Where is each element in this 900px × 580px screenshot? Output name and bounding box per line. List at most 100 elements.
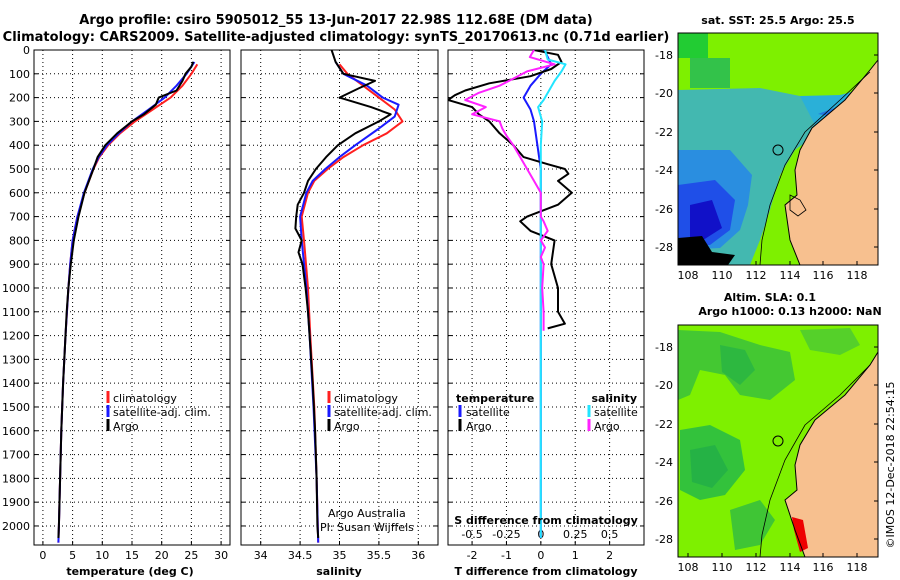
salinity-xtick-label: 34 xyxy=(254,549,268,562)
s-diff-xlabel: S difference from climatology xyxy=(454,514,638,527)
depth-tick-label: 1000 xyxy=(2,282,30,295)
temperature-panel: 0 5 10 15 20 25 30 temperature (deg C) xyxy=(33,49,231,578)
sst-argo-location-marker xyxy=(772,144,784,156)
sst-lat-label: -18 xyxy=(655,49,673,62)
legend-label-satellite: satellite-adj. clim. xyxy=(334,406,432,419)
salinity-panel: 34 34.5 35 35.5 36 salinity Argo Australia P… xyxy=(240,49,439,578)
sst-map-title: sat. SST: 25.5 Argo: 25.5 xyxy=(701,14,854,27)
s-diff-series-salinity-argo xyxy=(464,50,556,331)
legend-label-argo: Argo xyxy=(334,420,360,433)
salinity-series-argo xyxy=(294,50,392,538)
s-diff-tick-label: -0.25 xyxy=(492,528,520,541)
sst-map-field xyxy=(678,33,878,265)
depth-tick-label: 300 xyxy=(9,115,30,128)
sst-lat-label: -26 xyxy=(655,203,673,216)
s-diff-tick-label: -0.5 xyxy=(461,528,482,541)
legend-label-argo: Argo xyxy=(113,420,139,433)
salinity-xlabel: salinity xyxy=(316,565,362,578)
sla-lat-label: -20 xyxy=(655,379,673,392)
sla-red-patch xyxy=(792,517,808,552)
sla-lon-label: 116 xyxy=(813,561,834,574)
legend-label-climatology: climatology xyxy=(334,392,398,405)
legend-label-climatology: climatology xyxy=(113,392,177,405)
t-diff-series-temperature-argo xyxy=(448,50,573,330)
sla-lat-label: -24 xyxy=(655,456,673,469)
legend-label-t-satellite: satellite xyxy=(466,406,510,419)
salinity-xtick-label: 34.5 xyxy=(288,549,313,562)
temperature-xtick-label: 0 xyxy=(39,549,46,562)
s-diff-series-salinity-satellite xyxy=(537,50,567,538)
temperature-xlabel: temperature (deg C) xyxy=(66,565,193,578)
temperature-xtick-label: 5 xyxy=(69,549,76,562)
sst-lon-label: 116 xyxy=(813,269,834,282)
figure-title-line1: Argo profile: csiro 5905012_55 13-Jun-20… xyxy=(79,13,592,28)
sla-lon-label: 108 xyxy=(678,561,699,574)
legend-label-t-argo: Argo xyxy=(466,420,492,433)
temperature-xtick-label: 10 xyxy=(95,549,109,562)
depth-tick-label: 1700 xyxy=(2,449,30,462)
depth-tick-label: 1500 xyxy=(2,401,30,414)
t-diff-xtick-label: 2 xyxy=(606,549,613,562)
temperature-xtick-label: 20 xyxy=(155,549,169,562)
sst-lat-label: -28 xyxy=(655,241,673,254)
legend-title-salinity: salinity xyxy=(591,392,637,405)
sst-lon-label: 110 xyxy=(712,269,733,282)
difference-panel-frame xyxy=(447,49,645,546)
temperature-xtick-label: 30 xyxy=(214,549,228,562)
s-diff-tick-label: 0.25 xyxy=(563,528,588,541)
t-diff-xtick-label: 0 xyxy=(537,549,544,562)
sla-map: Altim. SLA: 0.1 Argo h1000: 0.13 h2000: … xyxy=(655,291,882,574)
depth-tick-label: 400 xyxy=(9,139,30,152)
depth-tick-label: 1800 xyxy=(2,472,30,485)
legend-label-s-argo: Argo xyxy=(594,420,620,433)
sla-lon-label: 114 xyxy=(780,561,801,574)
salinity-xtick-label: 35.5 xyxy=(367,549,392,562)
sla-lat-label: -22 xyxy=(655,418,673,431)
t-diff-xtick-label: -2 xyxy=(467,549,478,562)
sst-land xyxy=(785,33,878,265)
sla-lat-label: -26 xyxy=(655,495,673,508)
t-diff-xlabel: T difference from climatology xyxy=(454,565,637,578)
legend-label-s-satellite: satellite xyxy=(594,406,638,419)
salinity-legend: climatology satellite-adj. clim. Argo xyxy=(327,391,432,433)
sst-lat-label: -24 xyxy=(655,164,673,177)
depth-tick-label: 1100 xyxy=(2,306,30,319)
sla-map-title-line2: Argo h1000: 0.13 h2000: NaN xyxy=(698,305,881,318)
depth-tick-label: 700 xyxy=(9,211,30,224)
sla-lon-label: 118 xyxy=(847,561,868,574)
sst-lon-label: 112 xyxy=(746,269,767,282)
depth-tick-label: 0 xyxy=(23,44,30,57)
t-diff-xtick-label: -1 xyxy=(501,549,512,562)
salinity-annotation-line1: Argo Australia xyxy=(328,507,406,520)
salinity-xtick-label: 35 xyxy=(333,549,347,562)
sla-land xyxy=(785,325,878,557)
depth-tick-label: 200 xyxy=(9,92,30,105)
sst-lon-label: 118 xyxy=(847,269,868,282)
legend-label-satellite: satellite-adj. clim. xyxy=(113,406,211,419)
sla-lon-label: 110 xyxy=(712,561,733,574)
depth-tick-label: 1300 xyxy=(2,353,30,366)
depth-tick-label: 1400 xyxy=(2,377,30,390)
sst-lat-label: -22 xyxy=(655,126,673,139)
temperature-series-argo xyxy=(57,61,195,538)
figure-title-line2: Climatology: CARS2009. Satellite-adjuste… xyxy=(3,30,670,45)
sla-map-field xyxy=(678,325,878,557)
depth-tick-label: 1600 xyxy=(2,425,30,438)
difference-panel: -2 -1 0 1 2-0.5 -0.25 0 0.25 0.5 T difference fr… xyxy=(447,49,645,578)
t-diff-xtick-label: 1 xyxy=(572,549,579,562)
temperature-xtick-label: 15 xyxy=(125,549,139,562)
legend-title-temperature: temperature xyxy=(456,392,534,405)
depth-tick-label: 500 xyxy=(9,163,30,176)
depth-tick-label: 800 xyxy=(9,234,30,247)
depth-tick-label: 600 xyxy=(9,187,30,200)
depth-tick-label: 2000 xyxy=(2,520,30,533)
salinity-annotation-line2: PI: Susan Wijffels xyxy=(320,521,414,534)
salinity-xtick-label: 36 xyxy=(411,549,425,562)
sla-argo-location-marker xyxy=(772,435,784,447)
temperature-legend: climatology satellite-adj. clim. Argo xyxy=(106,391,211,433)
sla-lat-label: -18 xyxy=(655,341,673,354)
s-diff-tick-label: 0.5 xyxy=(601,528,619,541)
temperature-xtick-label: 25 xyxy=(184,549,198,562)
depth-tick-label: 1200 xyxy=(2,330,30,343)
